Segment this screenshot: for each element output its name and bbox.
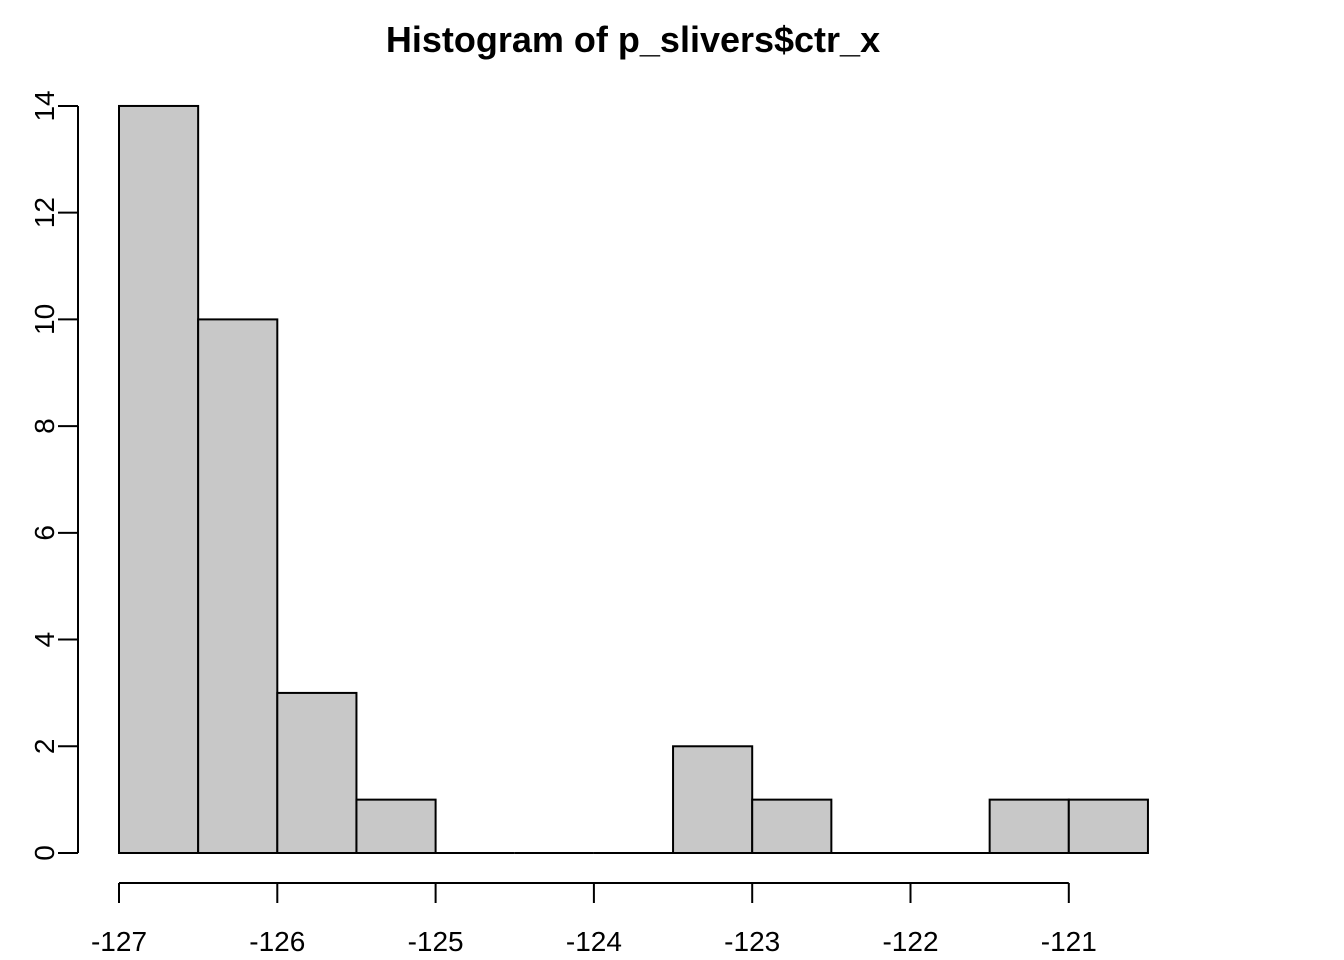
x-tick-label: -124: [566, 926, 622, 957]
y-tick-label: 4: [29, 632, 60, 648]
chart-title: Histogram of p_slivers$ctr_x: [386, 19, 880, 60]
y-tick-label: 8: [29, 418, 60, 434]
y-tick-label: 12: [29, 197, 60, 228]
x-tick-label: -122: [882, 926, 938, 957]
x-tick-label: -126: [249, 926, 305, 957]
x-axis: -127 -126 -125 -124 -123 -122 -121: [91, 882, 1097, 957]
histogram-bar: [276, 691, 358, 854]
histogram-bar: [988, 798, 1070, 855]
histogram-bar: [118, 104, 200, 854]
x-tick-label: -123: [724, 926, 780, 957]
y-axis: 0 2 4 6 8 10 12 14: [29, 90, 79, 861]
y-tick-label: 0: [29, 845, 60, 861]
histogram-bar: [672, 745, 754, 855]
histogram-bar: [355, 798, 437, 855]
y-tick-label: 2: [29, 738, 60, 754]
y-tick-label: 6: [29, 525, 60, 541]
histogram-bar: [1067, 798, 1149, 855]
histogram-bar: [197, 318, 279, 854]
x-tick-label: -121: [1041, 926, 1097, 957]
x-tick-label: -125: [408, 926, 464, 957]
y-tick-label: 10: [29, 304, 60, 335]
x-tick-label: -127: [91, 926, 147, 957]
bars-group: [118, 104, 1149, 855]
y-tick-label: 14: [29, 90, 60, 121]
histogram-bar: [751, 798, 833, 855]
